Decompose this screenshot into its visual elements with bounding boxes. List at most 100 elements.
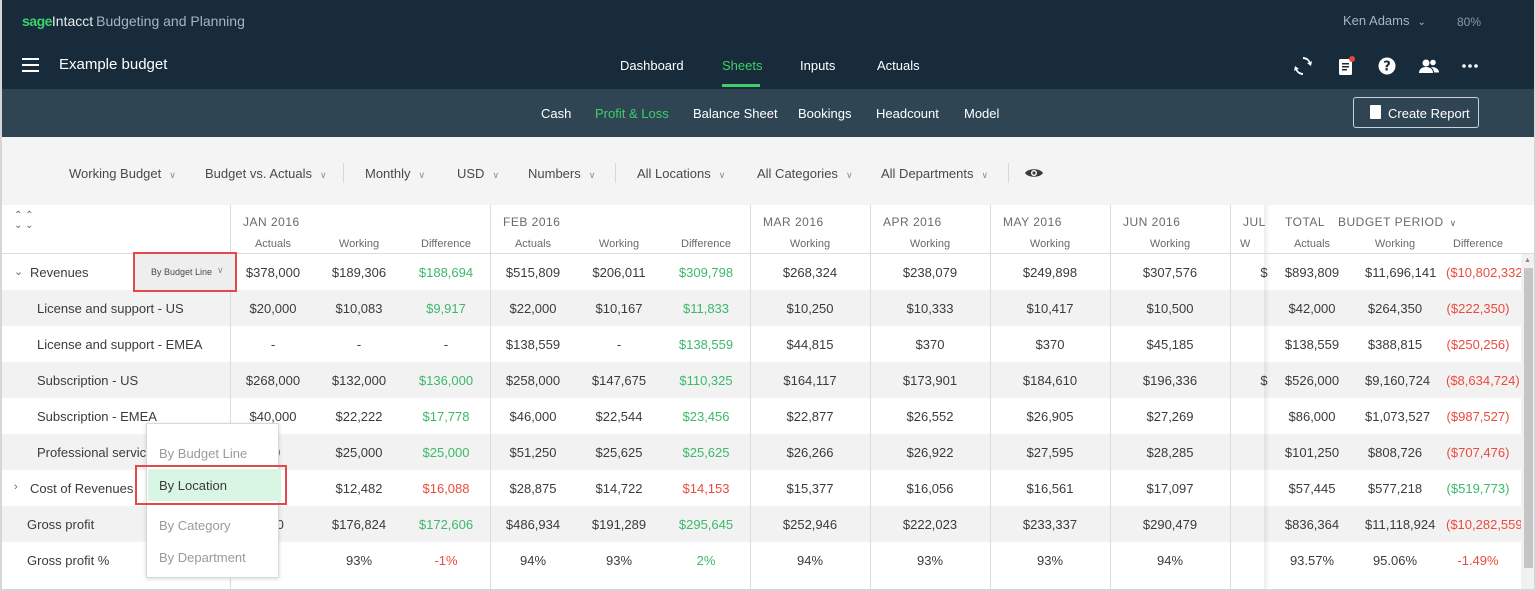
table-cell[interactable]: $486,934 [505,517,561,532]
table-cell[interactable]: $577,218 [1367,481,1423,496]
table-cell[interactable]: $12,482 [335,481,383,496]
table-cell[interactable]: $22,222 [335,409,383,424]
table-cell[interactable]: 94% [796,553,824,568]
table-cell[interactable]: $22,000 [509,301,557,316]
table-cell[interactable]: $10,500 [1146,301,1194,316]
tab-model[interactable]: Model [964,106,1000,121]
nav-dashboard[interactable]: Dashboard [620,58,684,73]
table-cell[interactable]: $25,000 [422,445,470,460]
table-cell[interactable]: -1.49% [1457,553,1499,568]
table-cell[interactable]: $233,337 [1022,517,1078,532]
table-cell[interactable]: $11,696,141 [1365,265,1437,280]
table-cell[interactable]: $378,000 [245,265,301,280]
help-icon[interactable]: ? [1377,56,1397,76]
table-cell[interactable]: $258,000 [505,373,561,388]
table-cell[interactable]: - [356,337,362,352]
table-cell[interactable]: $138,559 [1284,337,1340,352]
table-cell[interactable]: $26,905 [1026,409,1074,424]
table-cell[interactable]: $22,877 [786,409,834,424]
table-cell[interactable]: $147,675 [591,373,647,388]
table-cell[interactable]: - [616,337,622,352]
table-cell[interactable]: $9,160,724 [1365,373,1431,388]
table-cell[interactable]: $26,266 [786,445,834,460]
table-cell[interactable]: $57,445 [1288,481,1336,496]
expand-collapse-all-icon[interactable]: ⌃ ⌃ ⌄ ⌄ [14,210,34,231]
table-cell[interactable]: $44,815 [786,337,834,352]
scrollbar-thumb[interactable] [1524,268,1533,568]
hamburger-menu-icon[interactable] [22,58,39,72]
eye-icon[interactable] [1024,167,1044,179]
refresh-icon[interactable] [1293,56,1313,76]
table-cell[interactable]: $264,350 [1367,301,1423,316]
table-cell[interactable]: $222,023 [902,517,958,532]
table-cell[interactable]: $132,000 [331,373,387,388]
nav-sheets[interactable]: Sheets [722,58,763,73]
table-cell[interactable]: $22,544 [595,409,643,424]
tab-profit-loss[interactable]: Profit & Loss [595,106,669,121]
tab-balance-sheet[interactable]: Balance Sheet [693,106,778,121]
table-cell[interactable]: $9,917 [426,301,466,316]
table-cell[interactable]: $25,625 [682,445,730,460]
table-cell[interactable]: $86,000 [1288,409,1336,424]
table-cell[interactable]: $206,011 [592,265,646,280]
table-cell[interactable]: $110,325 [679,373,733,388]
table-cell[interactable]: - [443,337,449,352]
user-menu[interactable]: Ken Adams ⌄ [1343,13,1426,28]
table-cell[interactable]: 93% [1036,553,1064,568]
table-cell[interactable]: $40,000 [249,409,297,424]
table-cell[interactable]: $11,118,924 [1365,517,1436,532]
more-icon[interactable] [1461,56,1481,76]
table-cell[interactable]: $ [1260,265,1268,280]
option-by-location[interactable]: By Location [135,465,287,505]
table-cell[interactable]: - [270,337,276,352]
table-cell[interactable]: $16,056 [906,481,954,496]
filter-categories[interactable]: All Categories ∨ [757,166,853,181]
table-row[interactable]: Revenues ⌄ $378,000 $189,306 $188,694 $515,80… [2,254,1534,290]
table-cell[interactable]: 2% [696,553,716,568]
table-cell[interactable]: $176,824 [331,517,387,532]
filter-locations[interactable]: All Locations ∨ [637,166,726,181]
filter-departments[interactable]: All Departments ∨ [881,166,989,181]
table-cell[interactable]: 94% [519,553,547,568]
filter-period[interactable]: Monthly ∨ [365,166,426,181]
table-row[interactable]: Subscription - US $268,000 $132,000 $136,00… [2,362,1534,398]
table-cell[interactable]: $309,798 [678,265,734,280]
table-cell[interactable]: $295,645 [678,517,734,532]
table-cell[interactable]: $10,250 [786,301,834,316]
table-cell[interactable]: 93.57% [1289,553,1335,568]
table-cell[interactable]: $25,625 [595,445,643,460]
table-cell[interactable]: ($10,282,559) [1446,517,1527,532]
table-cell[interactable]: $10,167 [595,301,643,316]
table-cell[interactable]: $14,153 [682,481,730,496]
table-cell[interactable]: 95.06% [1372,553,1418,568]
table-cell[interactable]: $184,610 [1022,373,1078,388]
filter-currency[interactable]: USD ∨ [457,166,500,181]
table-cell[interactable]: 93% [916,553,944,568]
table-cell[interactable]: $188,694 [418,265,474,280]
table-cell[interactable]: $25,000 [335,445,383,460]
table-cell[interactable]: $173,901 [902,373,958,388]
table-cell[interactable]: $11,833 [682,301,730,316]
table-cell[interactable]: $28,875 [509,481,557,496]
table-cell[interactable]: $28,285 [1146,445,1194,460]
users-icon[interactable] [1418,56,1440,76]
table-cell[interactable]: $196,336 [1142,373,1198,388]
table-cell[interactable]: $42,000 [1288,301,1336,316]
table-cell[interactable]: $26,552 [906,409,954,424]
table-cell[interactable]: ($519,773) [1446,481,1510,496]
table-cell[interactable]: $893,809 [1284,265,1340,280]
table-cell[interactable]: $20,000 [249,301,297,316]
scroll-up-icon[interactable]: ▲ [1524,257,1531,264]
table-cell[interactable]: $370 [915,337,945,352]
table-cell[interactable]: $268,324 [782,265,838,280]
table-cell[interactable]: $15,377 [786,481,834,496]
table-cell[interactable]: $138,559 [678,337,734,352]
table-cell[interactable]: $252,946 [782,517,838,532]
table-cell[interactable]: ($707,476) [1446,445,1510,460]
table-cell[interactable]: $191,289 [591,517,647,532]
option-by-category[interactable]: By Category [159,518,231,533]
table-cell[interactable]: $238,079 [902,265,958,280]
tab-cash[interactable]: Cash [541,106,572,121]
table-cell[interactable]: $26,922 [906,445,954,460]
tab-bookings[interactable]: Bookings [798,106,852,121]
